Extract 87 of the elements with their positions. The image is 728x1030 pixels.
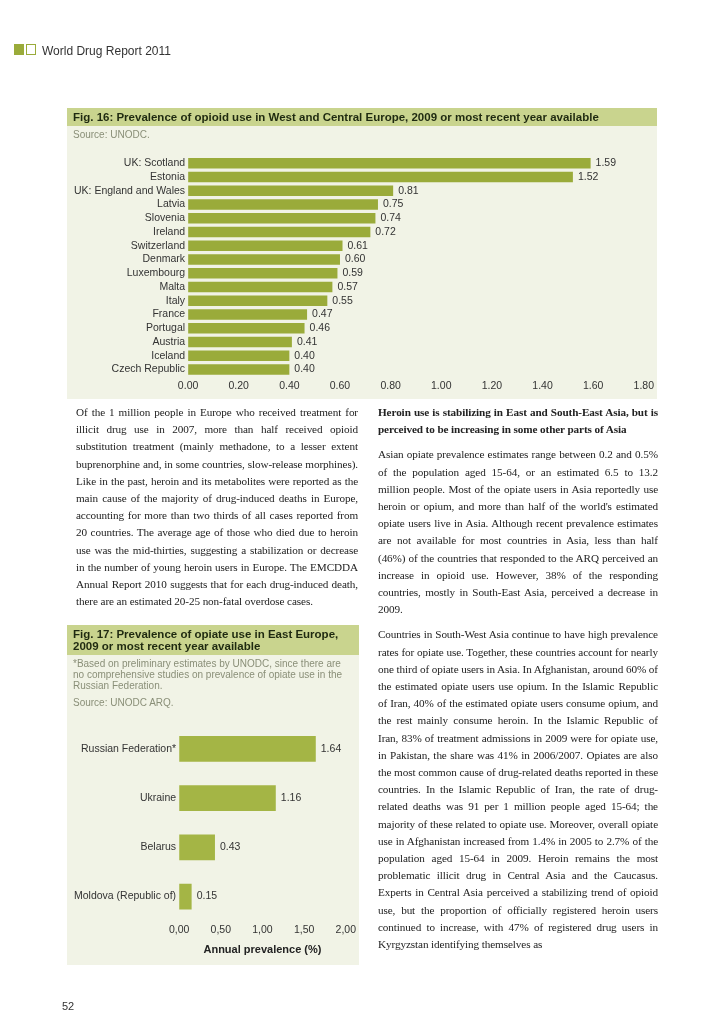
- data-label: 0.46: [309, 321, 331, 334]
- bar: [188, 240, 343, 251]
- y-tick-label: Luxembourg: [126, 266, 186, 279]
- data-label: 0.40: [294, 348, 315, 361]
- bar: [188, 157, 591, 169]
- y-tick-label: Italy: [165, 293, 186, 306]
- bar: [188, 336, 292, 348]
- bar: [188, 226, 371, 238]
- source-note: Source: UNODC ARQ.: [67, 694, 359, 711]
- x-tick-label: 0,50: [210, 923, 232, 936]
- y-tick-label: Malta: [159, 279, 186, 292]
- y-tick-label: Czech Republic: [111, 362, 186, 375]
- y-tick-label: Portugal: [145, 321, 186, 334]
- bar: [179, 736, 316, 762]
- bar: [188, 309, 308, 320]
- x-tick-label: 1.40: [532, 378, 553, 391]
- x-tick-label: 1.00: [431, 378, 452, 391]
- chart-title: Fig. 17: Prevalence of opiate use in East Europe, 2009 or most recent year available: [67, 625, 359, 655]
- data-label: 0.72: [375, 224, 396, 237]
- data-label: 0.47: [312, 307, 333, 320]
- data-label: 0.43: [219, 840, 241, 853]
- y-tick-label: UK: England and Wales: [74, 183, 186, 196]
- y-tick-label: France: [152, 307, 186, 320]
- data-label: 0.41: [296, 334, 318, 347]
- x-tick-label: 0,00: [168, 923, 190, 936]
- bar: [188, 268, 338, 279]
- data-label: 0.55: [332, 293, 353, 306]
- data-label: 1.16: [280, 791, 302, 804]
- text: Heroin use is stabilizing in East and South-East Asia, but is perceived to be increasing in some other parts of Asia: [378, 405, 658, 438]
- y-tick-label: Ireland: [152, 224, 186, 237]
- bar: [188, 295, 328, 306]
- text: Countries in South-West Asia continue to have high prevalence rates for opiate use. Together, these countries account for nearly one third of opiate users in Asia. In Afghanistan, around 60% of the estimated opiate users use opium. In the Islamic Republic of Iran, 40% of the estimated opiate users consume opium, and the rest mainly consume heroin. In the Islamic Republic of Iran, 83% of treatment admissions in 2009 were for opiate use, in Pakistan, the share was 41% in 2006/2007. Opiates are also the most common cause of drug-related deaths reported in these countries. In the Islamic Republic of Iran, the rate of drug-related deaths was 91 per 1 million people aged 15-64; the majority of these related to opiate use. Moreover, overall opiate use in Afghanistan increased from 1.4% in 2005 to 2.7% of the population aged 15-64 in 2009. Heroin remains the most problematic illicit drug in Central Asia and the Caucasus. Experts in Central Asia perceived a stabilizing trend of opioid use, but the proportion of officially registered heroin users continued to increase, with 47% of registered drug users in Kyrgyzstan identifying themselves as: [378, 628, 658, 951]
- text: Of the 1 million people in Europe who received treatment for illicit drug use in 2007, more than half received opioid substitution treatment (mainly methadone, to a lesser extent buprenorphine and, in some countries, slow-release morphines). Like in the past, heroin and its metabolites were reported as the main cause of the majority of drug-induced deaths in Europe, accounting for more than two thirds of all cases reported from 20 countries. The average age of those who died due to heroin use was the mid-thirties, suggesting a stabilization or decrease in the number of young heroin users in Europe. The EMCDDA Annual Report 2010 suggests that for each drug-induced death, there are an estimated 20-25 non-fatal overdose cases.: [76, 406, 358, 608]
- data-label: 0.74: [380, 211, 402, 224]
- y-tick-label: Belarus: [140, 840, 177, 853]
- y-tick-label: Russian Federation*: [80, 741, 177, 754]
- x-tick-label: 0.20: [228, 378, 250, 391]
- y-tick-label: Moldova (Republic of): [73, 889, 177, 902]
- bar: [179, 785, 276, 811]
- x-tick-label: 0.80: [380, 378, 401, 391]
- data-label: 1.59: [595, 156, 617, 169]
- bar: [188, 185, 394, 196]
- y-tick-label: Switzerland: [130, 238, 186, 251]
- data-label: 0.40: [294, 362, 315, 375]
- x-tick-label: 1,50: [293, 923, 315, 936]
- bar: [188, 350, 290, 361]
- data-label: 0.81: [398, 183, 419, 196]
- y-tick-label: Austria: [152, 334, 186, 347]
- y-tick-label: Estonia: [150, 169, 186, 182]
- x-tick-label: 2,00: [335, 923, 357, 936]
- chart-subtitle: *Based on preliminary estimates by UNODC, since there are no comprehensive studies on prevalence of opiate use in the Russian Federation.: [67, 655, 359, 694]
- data-label: 0.60: [344, 252, 366, 265]
- data-label: 0.75: [382, 197, 404, 210]
- data-label: 0.15: [196, 889, 218, 902]
- data-label: 1.64: [320, 741, 342, 754]
- x-tick-label: 0.60: [329, 378, 351, 391]
- text: Asian opiate prevalence estimates range between 0.2 and 0.5% of the population aged 15-64, or an estimated 6.5 to 13.2 million people. Most of the opiate users in Asia reportedly use heroin or opium, and more than half of the world's estimated opiate users live in Asia. Although recent prevalence estimates are not available for most countries in Asia, less than half (46%) of the countries that responded to the ARQ perceived an increase in opioid use. However, 38% of the responding countries, mostly in South-East Asia, perceived a decrease in 2009.: [378, 448, 658, 616]
- text: 52: [62, 1000, 75, 1012]
- bar: [188, 323, 305, 334]
- y-tick-label: Iceland: [151, 348, 186, 361]
- x-tick-label: 0.40: [279, 378, 300, 391]
- chart-subtitle: Source: UNODC.: [67, 126, 657, 143]
- bar: [179, 883, 192, 910]
- data-label: 1.52: [577, 169, 599, 182]
- x-tick-label: 1.20: [481, 378, 503, 391]
- chart-title: Fig. 16: Prevalence of opioid use in West and Central Europe, 2009 or most recent year available: [67, 108, 657, 126]
- y-tick-label: Latvia: [157, 197, 186, 210]
- x-tick-label: 1.60: [582, 378, 604, 391]
- y-tick-label: Ukraine: [139, 791, 177, 804]
- data-label: 0.57: [337, 279, 358, 292]
- bar: [188, 364, 290, 375]
- x-tick-label: 0.00: [177, 378, 199, 391]
- y-tick-label: Slovenia: [144, 211, 186, 224]
- y-tick-label: UK: Scotland: [123, 156, 186, 169]
- text: World Drug Report 2011: [42, 44, 171, 58]
- x-axis-title: Annual prevalence (%): [203, 943, 322, 956]
- x-tick-label: 1.80: [633, 378, 655, 391]
- x-tick-label: 1,00: [252, 923, 273, 936]
- data-label: 0.61: [347, 238, 369, 251]
- bar: [188, 254, 340, 265]
- bar: [188, 212, 376, 224]
- data-label: 0.59: [342, 266, 364, 279]
- bar: [188, 281, 333, 293]
- bar: [188, 199, 378, 210]
- y-tick-label: Denmark: [142, 252, 186, 265]
- bar: [188, 171, 573, 183]
- bar: [179, 834, 215, 861]
